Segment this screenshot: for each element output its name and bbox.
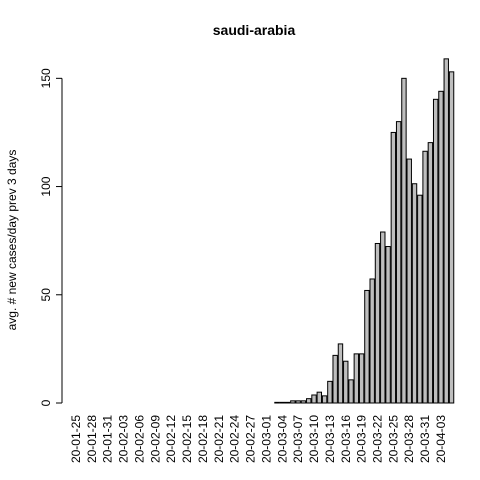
- bar: [417, 194, 423, 404]
- x-tick-label: 20-01-25: [69, 415, 83, 463]
- bar: [321, 395, 328, 404]
- bar: [443, 58, 449, 404]
- bar: [380, 231, 386, 404]
- x-tick-label: 20-03-07: [291, 415, 305, 463]
- bar: [343, 360, 349, 404]
- bar: [327, 380, 333, 404]
- y-tick-label: 100: [39, 176, 53, 196]
- bar: [358, 353, 365, 404]
- bar: [438, 90, 444, 404]
- chart-title: saudi-arabia: [213, 22, 296, 38]
- x-tick-label: 20-03-13: [323, 415, 337, 463]
- bar: [284, 401, 291, 404]
- x-tick-label: 20-03-31: [418, 415, 432, 463]
- bar: [332, 354, 338, 404]
- bar: [316, 391, 323, 404]
- x-tick-label: 20-01-28: [85, 415, 99, 463]
- bar: [374, 242, 381, 404]
- x-tick-label: 20-03-16: [339, 415, 353, 463]
- y-axis-label: avg. # new cases/day prev 3 days: [5, 150, 19, 331]
- bar: [353, 353, 360, 404]
- y-tick-label: 50: [39, 288, 53, 302]
- bar: [422, 150, 428, 404]
- bar: [364, 289, 370, 404]
- x-tick-label: 20-03-28: [402, 415, 416, 463]
- bar: [300, 400, 307, 404]
- bar: [395, 121, 402, 404]
- bar: [279, 401, 285, 404]
- x-tick-label: 20-02-18: [196, 415, 210, 463]
- x-tick-label: 20-02-24: [228, 415, 242, 463]
- x-tick-label: 20-01-31: [101, 415, 115, 463]
- bar: [337, 343, 344, 404]
- x-tick-label: 20-02-09: [148, 415, 162, 463]
- x-tick-label: 20-03-19: [355, 415, 369, 463]
- x-tick-label: 20-02-27: [244, 415, 258, 463]
- bar: [290, 400, 296, 404]
- x-tick-label: 20-02-12: [164, 415, 178, 463]
- x-tick-label: 20-02-03: [117, 415, 131, 463]
- y-tick-label: 150: [39, 68, 53, 88]
- x-tick-label: 20-03-10: [307, 415, 321, 463]
- x-tick-label: 20-02-21: [212, 415, 226, 463]
- x-tick-label: 20-02-06: [132, 415, 146, 463]
- x-tick-label: 20-02-15: [180, 415, 194, 463]
- bar: [390, 131, 397, 404]
- bar: [369, 278, 375, 404]
- y-tick-label: 0: [39, 399, 53, 406]
- bar: [448, 71, 455, 404]
- bar: [274, 401, 280, 404]
- bar: [427, 142, 434, 404]
- bar: [385, 246, 391, 404]
- x-tick-label: 20-03-22: [370, 415, 384, 463]
- bar: [348, 379, 354, 404]
- bar: [401, 77, 407, 404]
- bar: [306, 398, 312, 404]
- bar: [411, 183, 418, 404]
- bar: [432, 98, 439, 404]
- x-tick-label: 20-03-04: [275, 415, 289, 463]
- x-tick-label: 20-03-01: [259, 415, 273, 463]
- bar: [311, 394, 317, 404]
- bar: [406, 158, 412, 404]
- x-tick-label: 20-03-25: [386, 415, 400, 463]
- bar: [295, 400, 301, 404]
- x-tick-label: 20-04-03: [434, 415, 448, 463]
